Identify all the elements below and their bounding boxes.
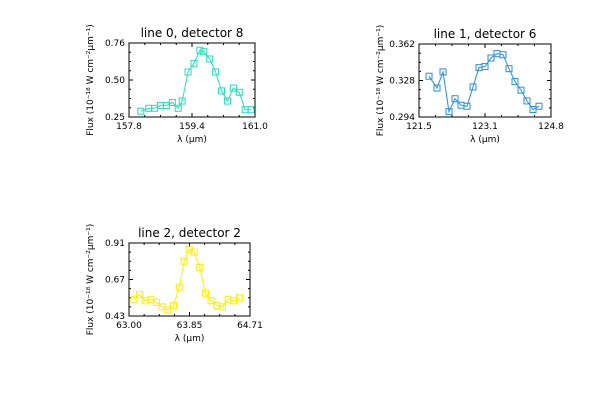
- x-tick-label: 161.0: [242, 122, 268, 132]
- y-tick-label: 0.362: [389, 40, 415, 50]
- data-point-7: [170, 301, 178, 309]
- data-point-0: [137, 107, 145, 115]
- series-line-0: [133, 248, 240, 311]
- data-point-13: [505, 65, 513, 73]
- y-axis-label: Flux (10⁻¹⁸ W cm⁻²μm⁻¹): [86, 24, 96, 136]
- y-axis-label: Flux (10⁻¹⁸ W cm⁻²μm⁻¹): [376, 25, 386, 137]
- data-point-4: [153, 298, 161, 306]
- data-point-5: [168, 98, 176, 106]
- chart-title: line 0, detector 8: [141, 26, 244, 40]
- data-point-3: [445, 108, 453, 116]
- y-tick-label: 0.91: [105, 239, 125, 249]
- data-point-12: [196, 263, 204, 271]
- y-tick-label: 0.43: [105, 312, 125, 322]
- y-tick-label: 0.294: [389, 113, 415, 123]
- y-axis-label: Flux (10⁻¹⁸ W cm⁻²μm⁻¹): [86, 224, 96, 336]
- data-point-12: [499, 51, 507, 59]
- x-tick-label: 121.5: [406, 122, 432, 132]
- data-point-14: [218, 87, 226, 95]
- data-point-7: [469, 83, 477, 91]
- series-line-0: [428, 53, 540, 114]
- x-tick-label: 64.71: [237, 321, 263, 331]
- series-line-0: [140, 49, 252, 112]
- data-point-7: [178, 97, 186, 105]
- data-point-16: [229, 84, 237, 92]
- data-point-14: [207, 297, 215, 305]
- chart-panel-0: line 0, detector 8 157.8 159.4 161.0 0.25 0.5…: [86, 24, 268, 145]
- x-axis-label: λ (μm): [470, 135, 500, 145]
- data-point-10: [196, 46, 204, 54]
- data-point-2: [439, 68, 447, 76]
- y-tick-label: 0.67: [105, 276, 125, 286]
- data-point-8: [175, 283, 183, 291]
- x-axis-label: λ (μm): [175, 334, 205, 344]
- data-point-13: [212, 68, 220, 76]
- data-point-18: [535, 102, 543, 110]
- data-point-9: [190, 59, 198, 67]
- data-point-0: [425, 72, 433, 80]
- data-point-15: [223, 97, 231, 105]
- x-tick-label: 63.85: [177, 321, 203, 331]
- y-tick-label: 0.76: [105, 39, 125, 49]
- x-tick-label: 123.1: [472, 122, 498, 132]
- y-tick-label: 0.50: [105, 76, 125, 86]
- data-point-1: [433, 84, 441, 92]
- data-point-1: [136, 291, 144, 299]
- data-point-9: [180, 257, 188, 265]
- data-point-9: [481, 63, 489, 71]
- x-tick-label: 124.8: [538, 122, 564, 132]
- data-point-16: [218, 303, 226, 311]
- plot-frame: [128, 242, 251, 317]
- data-point-10: [487, 54, 495, 62]
- chart-title: line 1, detector 6: [434, 27, 537, 41]
- x-tick-label: 157.8: [116, 122, 142, 132]
- data-point-16: [523, 97, 531, 105]
- chart-panel-1: line 1, detector 6 121.5 123.1 124.8 0.294 0.…: [376, 25, 564, 145]
- data-point-6: [164, 306, 172, 314]
- x-axis-label: λ (μm): [177, 135, 207, 145]
- data-point-6: [174, 104, 182, 112]
- data-point-11: [190, 248, 198, 256]
- data-point-19: [247, 106, 255, 114]
- x-tick-label: 159.4: [179, 122, 205, 132]
- y-tick-label: 0.25: [105, 113, 125, 123]
- y-tick-label: 0.328: [389, 77, 415, 87]
- data-point-17: [235, 88, 243, 96]
- data-point-12: [206, 55, 214, 63]
- data-point-11: [200, 48, 208, 56]
- chart-panel-2: line 2, detector 2 63.00 63.85 64.71 0.43 0.6…: [86, 224, 263, 344]
- plot-frame: [128, 42, 256, 118]
- x-tick-label: 63.00: [116, 321, 142, 331]
- chart-title: line 2, detector 2: [138, 226, 241, 240]
- data-point-8: [184, 68, 192, 76]
- data-point-6: [463, 102, 471, 110]
- data-point-15: [517, 86, 525, 94]
- data-point-14: [511, 78, 519, 86]
- data-point-19: [235, 294, 243, 302]
- data-point-13: [201, 289, 209, 297]
- data-point-0: [130, 295, 138, 303]
- data-point-4: [451, 95, 459, 103]
